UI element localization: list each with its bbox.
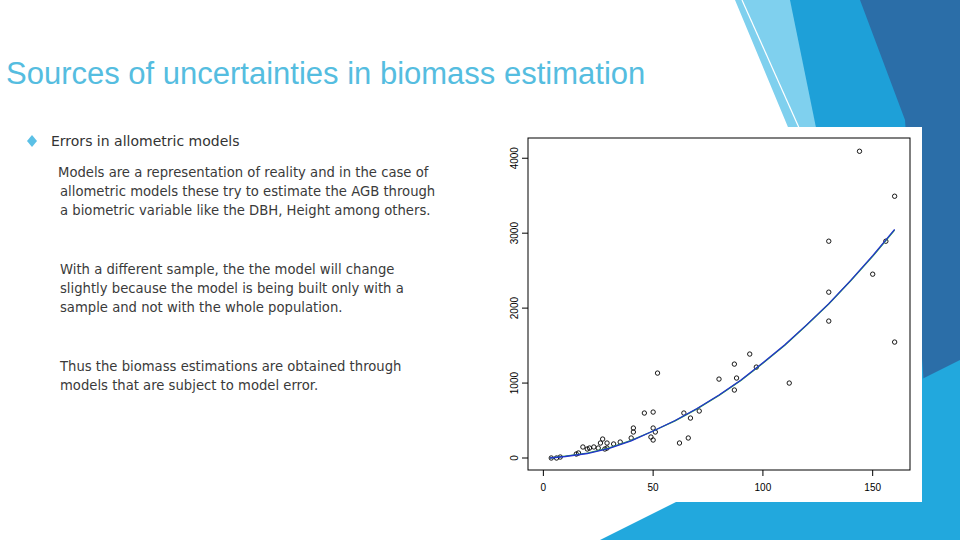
point bbox=[631, 426, 635, 430]
y-tick bbox=[522, 308, 528, 309]
point bbox=[651, 438, 655, 442]
fit-line bbox=[550, 229, 895, 458]
y-tick-label: 0 bbox=[509, 455, 520, 461]
slide: Sources of uncertainties in biomass esti… bbox=[0, 0, 960, 540]
point bbox=[651, 410, 655, 414]
y-tick-label: 4000 bbox=[509, 147, 520, 170]
bullet: Errors in allometric models bbox=[51, 133, 239, 149]
point bbox=[688, 416, 692, 420]
point bbox=[827, 319, 831, 323]
point bbox=[734, 376, 738, 380]
point bbox=[827, 239, 831, 243]
point bbox=[787, 381, 791, 385]
point bbox=[870, 272, 874, 276]
slide-background bbox=[0, 0, 960, 540]
point bbox=[677, 441, 681, 445]
x-tick-label: 0 bbox=[541, 482, 547, 493]
point bbox=[605, 441, 609, 445]
point bbox=[892, 340, 896, 344]
point bbox=[827, 290, 831, 294]
point bbox=[655, 371, 659, 375]
point bbox=[892, 194, 896, 198]
y-tick bbox=[522, 158, 528, 159]
point bbox=[642, 411, 646, 415]
y-tick-label: 3000 bbox=[509, 222, 520, 245]
paragraph-line: With a different sample, the the model w… bbox=[60, 262, 394, 277]
point bbox=[748, 352, 752, 356]
paragraph-line: sample and not with the whole population… bbox=[60, 300, 342, 315]
point bbox=[600, 437, 604, 441]
x-tick-label: 50 bbox=[648, 482, 660, 493]
x-tick bbox=[653, 470, 654, 476]
y-tick bbox=[522, 458, 528, 459]
x-tick-label: 100 bbox=[755, 482, 772, 493]
x-tick bbox=[543, 470, 544, 476]
paragraph-line: Models are a representation of reality a… bbox=[58, 165, 429, 180]
bullet-icon bbox=[27, 135, 37, 147]
y-tick-label: 2000 bbox=[509, 297, 520, 320]
point bbox=[592, 445, 596, 449]
point bbox=[697, 409, 701, 413]
plot-frame bbox=[528, 138, 910, 470]
title: Sources of uncertainties in biomass esti… bbox=[6, 56, 645, 91]
point bbox=[732, 362, 736, 366]
y-tick bbox=[522, 233, 528, 234]
point bbox=[857, 149, 861, 153]
y-tick-label: 1000 bbox=[509, 372, 520, 395]
paragraph-line: slightly because the model is being buil… bbox=[60, 281, 404, 296]
point bbox=[686, 436, 690, 440]
y-tick bbox=[522, 383, 528, 384]
paragraph-line: models that are subject to model error. bbox=[60, 378, 318, 393]
x-tick bbox=[762, 470, 763, 476]
paragraph-line: Thus the biomass estimations are obtaine… bbox=[59, 359, 401, 374]
paragraph-line: allometric models these try to estimate … bbox=[60, 184, 435, 199]
point bbox=[717, 377, 721, 381]
x-tick bbox=[872, 470, 873, 476]
point bbox=[732, 388, 736, 392]
x-tick-label: 150 bbox=[864, 482, 881, 493]
point bbox=[587, 446, 591, 450]
plot-area bbox=[549, 149, 897, 460]
decoration bbox=[742, 0, 800, 130]
chart-background bbox=[497, 127, 922, 502]
point bbox=[581, 445, 585, 449]
paragraph-line: a biometric variable like the DBH, Heigh… bbox=[60, 203, 430, 218]
fit-line bbox=[550, 230, 895, 458]
